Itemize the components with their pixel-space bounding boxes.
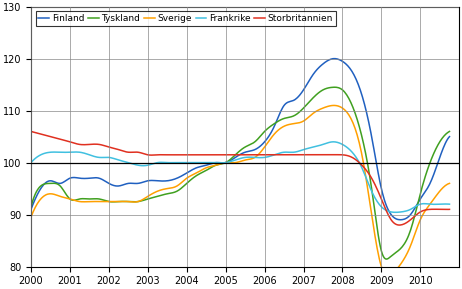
Finland (164, 179, 170, 183)
Finland (331, 57, 337, 60)
Storbritannien (292, 153, 297, 157)
Frankrike (292, 151, 297, 154)
Tyskland (330, 86, 336, 89)
Tyskland (164, 192, 170, 195)
Sverige (334, 104, 339, 107)
Frankrike (79, 151, 84, 154)
Sverige (79, 200, 84, 203)
Line: Finland: Finland (31, 59, 450, 220)
Frankrike (194, 161, 200, 164)
Finland (330, 57, 336, 60)
Tyskland (28, 205, 34, 208)
Tyskland (292, 114, 297, 117)
Finland (292, 98, 297, 102)
Sverige (331, 104, 337, 107)
Frankrike (331, 140, 337, 144)
Finland (28, 208, 34, 211)
Tyskland (331, 86, 337, 89)
Storbritannien (79, 143, 84, 146)
Storbritannien (332, 153, 338, 156)
Finland (447, 135, 452, 138)
Line: Tyskland: Tyskland (31, 87, 450, 259)
Frankrike (164, 161, 170, 164)
Line: Storbritannien: Storbritannien (31, 131, 450, 225)
Tyskland (194, 174, 200, 177)
Sverige (292, 122, 297, 125)
Sverige (194, 171, 200, 175)
Finland (79, 177, 84, 180)
Storbritannien (28, 130, 34, 133)
Line: Sverige: Sverige (31, 105, 450, 275)
Sverige (330, 104, 336, 107)
Storbritannien (396, 223, 402, 227)
Frankrike (447, 202, 452, 206)
Legend: Finland, Tyskland, Sverige, Frankrike, Storbritannien: Finland, Tyskland, Sverige, Frankrike, S… (36, 11, 336, 26)
Sverige (28, 215, 34, 219)
Frankrike (330, 140, 336, 144)
Tyskland (447, 130, 452, 133)
Storbritannien (330, 153, 336, 157)
Tyskland (334, 86, 339, 89)
Sverige (447, 182, 452, 185)
Finland (334, 57, 339, 60)
Line: Frankrike: Frankrike (31, 142, 450, 212)
Frankrike (393, 211, 399, 214)
Sverige (385, 274, 390, 277)
Frankrike (334, 140, 339, 144)
Finland (194, 166, 200, 169)
Storbritannien (194, 153, 200, 157)
Storbritannien (164, 153, 170, 157)
Storbritannien (447, 208, 452, 211)
Sverige (164, 187, 170, 190)
Frankrike (28, 161, 34, 164)
Tyskland (79, 197, 84, 201)
Finland (397, 218, 403, 221)
Tyskland (384, 257, 389, 261)
